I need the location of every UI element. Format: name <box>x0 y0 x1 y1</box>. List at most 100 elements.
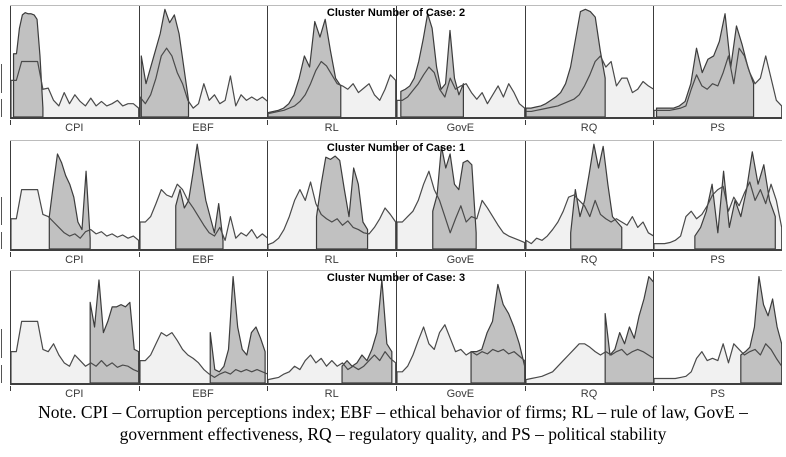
overall-distribution-line <box>526 195 654 249</box>
cluster-distribution-area <box>741 277 783 383</box>
panel-rl-row3 <box>267 271 397 391</box>
cluster-2-axis-labels: CPI EBF RL GovE RQ PS <box>10 122 782 136</box>
cluster-3-row-title: Cluster Number of Case: 3 <box>326 272 466 284</box>
x-axis-label-rl: RL <box>324 388 339 400</box>
x-axis-label-rl: RL <box>324 254 339 266</box>
y-axis-tick <box>1 329 2 359</box>
x-axis-label-ebf: EBF <box>192 388 214 400</box>
overall-distribution-line <box>268 182 396 249</box>
y-axis-tick <box>1 365 2 383</box>
x-axis-label-ebf: EBF <box>192 122 214 134</box>
cluster-distribution-area <box>14 13 43 117</box>
overall-distribution-line <box>526 344 654 383</box>
panel-rq-row1 <box>524 6 654 125</box>
x-axis-label-rl: RL <box>324 122 339 134</box>
cluster-distribution-area <box>90 280 139 383</box>
panel-rl-row2 <box>267 141 397 257</box>
area-chart-cpi <box>11 141 139 249</box>
area-chart-ebf <box>139 271 268 383</box>
x-axis-label-cpi: CPI <box>65 254 84 266</box>
panel-cpi-row3 <box>10 271 139 391</box>
cluster-distribution-area <box>175 144 222 249</box>
panel-cpi-row2 <box>10 141 139 257</box>
overall-distribution-line <box>526 56 654 117</box>
panel-rq-row2 <box>524 141 654 257</box>
cluster-2-row-title: Cluster Number of Case: 2 <box>326 7 466 19</box>
cluster-3-axis-labels: CPI EBF RL GovE RQ PS <box>10 388 782 402</box>
panel-ebf-row2 <box>138 141 268 257</box>
figure-note: Note. CPI – Corruption perceptions index… <box>0 401 786 445</box>
overall-distribution-area <box>268 182 397 249</box>
overall-distribution-area <box>139 184 268 249</box>
panel-gove-row2 <box>396 141 525 257</box>
panel-cpi-row1 <box>10 6 139 125</box>
panel-gove-row3 <box>396 271 525 391</box>
cluster-2-row: Cluster Number of Case: 2 <box>1 5 783 125</box>
cluster-distribution-area <box>342 280 392 383</box>
area-chart-ps <box>654 141 783 249</box>
overall-distribution-line <box>397 325 525 383</box>
x-axis-label-ps: PS <box>710 122 726 134</box>
overall-distribution-line <box>11 62 139 118</box>
cluster-distribution-area <box>141 9 188 117</box>
overall-distribution-line <box>140 48 268 117</box>
cluster-distribution-area <box>317 156 368 249</box>
overall-distribution-line <box>268 62 396 118</box>
y-axis-tick <box>1 197 2 226</box>
cluster-distribution-area <box>49 154 90 249</box>
cluster-1-row: Cluster Number of Case: 1 <box>1 140 783 257</box>
x-axis-label-rq: RQ <box>580 254 598 266</box>
overall-distribution-line <box>268 352 396 383</box>
panel-gove-row1 <box>396 6 525 125</box>
panel-ps-row3 <box>653 271 783 391</box>
area-chart-gove <box>397 6 525 117</box>
overall-distribution-line <box>654 182 782 249</box>
area-chart-ebf <box>139 6 268 117</box>
x-axis-label-ebf: EBF <box>192 254 214 266</box>
x-axis-label-rq: RQ <box>580 388 598 400</box>
area-chart-rq <box>525 271 654 383</box>
cluster-distribution-area <box>605 277 654 383</box>
area-chart-ps <box>654 6 783 117</box>
note-line-2: government effectiveness, RQ – regulator… <box>119 424 667 444</box>
cluster-distribution-area <box>268 19 341 117</box>
y-axis-tick <box>1 99 2 117</box>
cluster-distribution-area <box>525 9 605 117</box>
area-chart-cpi <box>11 6 139 117</box>
note-line-1: Note. CPI – Corruption perceptions index… <box>38 402 748 422</box>
panel-rq-row3 <box>524 271 654 391</box>
cluster-distribution-area <box>210 277 265 383</box>
x-axis-label-ps: PS <box>710 388 726 400</box>
overall-distribution-line <box>140 184 268 249</box>
overall-distribution-line <box>654 48 782 117</box>
cluster-3-row: Cluster Number of Case: 3 <box>1 270 783 391</box>
overall-distribution-line <box>397 67 525 117</box>
area-chart-rl <box>268 271 397 383</box>
area-chart-rl <box>268 6 397 118</box>
panel-ebf-row3 <box>138 271 268 391</box>
overall-distribution-line <box>397 171 525 249</box>
x-axis-label-gove: GovE <box>446 122 475 134</box>
cluster-distribution-area <box>401 14 464 117</box>
cluster-1-axis-labels: CPI EBF RL GovE RQ PS <box>10 254 782 268</box>
overall-distribution-line <box>11 321 139 383</box>
area-chart-ps <box>654 271 783 383</box>
x-axis-label-ps: PS <box>710 254 726 266</box>
overall-distribution-line <box>11 190 139 249</box>
overall-distribution-area <box>11 189 139 249</box>
overall-distribution-line <box>654 344 782 383</box>
cluster-distribution-area <box>695 152 775 249</box>
y-axis-tick <box>1 231 2 249</box>
cluster-distribution-area <box>433 146 476 249</box>
cluster-distribution-area <box>471 284 525 383</box>
area-chart-gove <box>397 141 525 249</box>
panel-ps-row2 <box>653 141 783 257</box>
overall-distribution-line <box>140 333 268 383</box>
area-chart-rq <box>525 6 654 117</box>
x-axis-label-cpi: CPI <box>65 388 84 400</box>
cluster-distribution-area <box>657 14 754 117</box>
y-axis-tick <box>1 63 2 93</box>
area-chart-ebf <box>139 141 268 249</box>
panel-rl-row1 <box>267 6 397 125</box>
